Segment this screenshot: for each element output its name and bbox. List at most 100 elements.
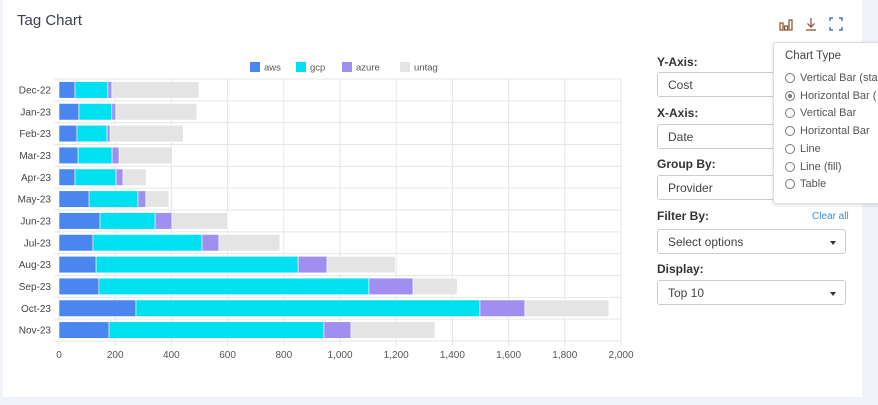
x-tick-label: 1,800 [552,350,577,361]
radio-button[interactable] [785,143,795,154]
download-icon[interactable] [803,17,819,33]
radio-button[interactable] [785,179,795,190]
x-tick-label: 0 [56,350,62,361]
bar-untag [412,277,458,296]
y-tick-label: Jan-23 [20,107,51,118]
chart-type-option-label: Vertical Bar [800,107,857,120]
radio-button[interactable] [785,126,795,137]
fullscreen-icon[interactable] [828,17,844,33]
bar-aws [58,124,78,143]
chevron-down-icon [830,292,836,296]
bar-azure [111,103,117,121]
legend-swatch-aws [250,62,260,72]
chart-type-option-label: Vertical Bar (sta [800,72,878,84]
y-tick-label: Aug-23 [19,260,52,271]
chart-type-option-label: Horizontal Bar [800,125,870,138]
bar-aws [58,234,94,252]
y-tick-label: Sep-23 [19,282,52,293]
bar-untag [171,212,229,230]
chart-type-option[interactable]: Line (fill) [785,161,842,173]
bar-untag [122,168,147,186]
chart-type-option-label: Table [800,178,827,191]
bar-untag [115,103,197,121]
bar-aws [58,146,79,165]
radio-button[interactable] [785,90,795,101]
bar-azure [323,321,352,339]
display-select[interactable]: Top 10 [657,280,846,305]
bar-aws [58,190,90,208]
bar-azure [297,255,328,274]
x-tick-label: 1,200 [384,350,409,361]
y-tick-label: Dec-22 [19,85,52,96]
display-label: Display: [657,262,704,276]
bar-gcp [99,212,156,230]
bar-untag [524,299,610,317]
legend-swatch-untag [400,62,410,72]
x-axis-label: X-Axis: [657,106,699,120]
y-tick-label: May-23 [18,195,52,206]
y-axis-value: Cost [668,78,693,92]
bar-aws [58,321,110,339]
chart-type-title: Chart Type [785,50,842,62]
bar-azure [368,277,414,296]
chart-type-option[interactable]: Horizontal Bar ( [785,90,876,102]
bar-aws [58,299,137,317]
x-tick-label: 400 [163,350,180,361]
bar-gcp [92,234,203,252]
chart-type-menu: Chart Type Vertical Bar (sta Horizontal B… [773,42,878,204]
chart-type-option[interactable]: Vertical Bar (sta [785,72,878,84]
bar-gcp [135,299,481,317]
radio-button[interactable] [785,73,795,83]
bar-azure [479,299,526,317]
y-tick-label: Feb-23 [19,129,51,140]
y-tick-label: Mar-23 [19,151,51,162]
radio-button[interactable] [785,108,795,119]
bar-untag [350,321,436,339]
bar-azure [107,81,113,99]
x-tick-label: 200 [107,350,124,361]
bar-aws [58,81,76,99]
x-tick-label: 1,400 [440,350,465,361]
x-tick-label: 600 [219,350,236,361]
bar-gcp [108,321,325,339]
legend-label-gcp: gcp [310,63,325,74]
y-tick-label: Apr-23 [21,173,51,184]
bar-gcp [78,103,113,121]
bar-azure [115,168,124,186]
legend-label-azure: azure [356,63,380,74]
bar-gcp [88,190,139,208]
y-axis-label: Y-Axis: [657,55,698,69]
x-axis-value: Date [668,130,694,144]
radio-button[interactable] [785,161,795,172]
y-tick-label: Oct-23 [21,304,51,315]
chart-type-option[interactable]: Line [785,143,821,155]
bar-gcp [77,146,113,165]
chart-type-option[interactable]: Horizontal Bar [785,125,870,137]
bar-untag [218,234,281,252]
legend-label-untag: untag [414,63,438,74]
x-tick-label: 1,000 [327,350,352,361]
filter-by-select[interactable]: Select options [657,229,846,254]
clear-all-link[interactable]: Clear all [812,211,849,222]
chart-type-option[interactable]: Table [785,178,826,190]
bar-untag [111,81,200,99]
bar-azure [201,234,220,252]
filter-by-label: Filter By: [657,209,710,223]
bar-gcp [76,124,108,143]
y-tick-label: Nov-23 [19,326,52,337]
chart-type-option-label: Line [800,142,821,155]
bar-azure [137,190,147,208]
y-tick-label: Jun-23 [20,216,51,227]
group-by-value: Provider [668,181,713,195]
chart-type-option[interactable]: Vertical Bar [785,107,856,119]
bar-chart-icon[interactable] [778,17,794,33]
legend-swatch-gcp [296,62,306,72]
y-tick-label: Jul-23 [24,238,52,249]
bar-untag [109,124,184,143]
bar-aws [58,103,80,121]
bar-azure [154,212,173,230]
filter-by-value: Select options [668,235,744,249]
bar-untag [326,255,396,274]
page-title: Tag Chart [17,12,83,29]
